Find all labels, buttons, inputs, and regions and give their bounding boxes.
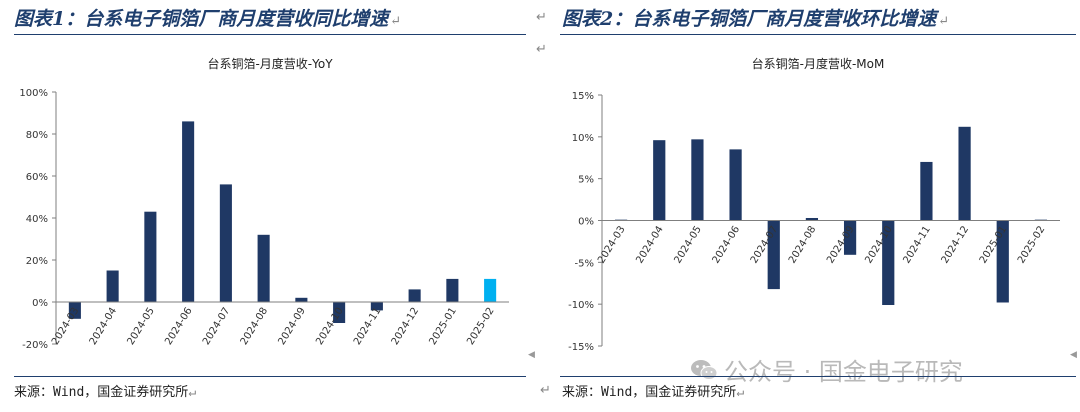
return-mark: ↵ bbox=[188, 385, 197, 400]
figure1-title-text: 图表1：台系电子铜箔厂商月度营收同比增速 bbox=[14, 8, 389, 30]
x-tick-label: 2024-04 bbox=[634, 224, 665, 265]
bar bbox=[729, 149, 742, 221]
bar bbox=[370, 302, 383, 311]
x-tick-label: 2024-07 bbox=[201, 306, 232, 347]
return-mark: ↵ bbox=[390, 14, 402, 29]
bar bbox=[257, 234, 270, 302]
bar bbox=[767, 220, 780, 290]
bar bbox=[882, 220, 895, 306]
y-tick-label: 20% bbox=[26, 256, 48, 267]
return-mark: ↵ bbox=[540, 383, 551, 398]
x-tick-label: 2024-05 bbox=[125, 306, 156, 347]
bar bbox=[295, 297, 308, 302]
chart-title: 台系铜箔-月度营收-MoM bbox=[752, 56, 885, 71]
bar bbox=[996, 220, 1009, 303]
bar bbox=[144, 211, 157, 302]
figure1-top-rule bbox=[14, 34, 526, 35]
figure2-bottom-rule bbox=[560, 376, 1076, 377]
bar bbox=[958, 126, 971, 221]
x-tick-label: 2024-10 bbox=[314, 306, 345, 347]
bar bbox=[68, 302, 81, 319]
figure2-title: 图表2：台系电子铜箔厂商月度营收环比增速 ↵ bbox=[562, 4, 949, 31]
y-tick-label: 15% bbox=[572, 91, 594, 102]
bar bbox=[106, 270, 119, 302]
y-tick-label: -5% bbox=[575, 258, 594, 269]
watermark-text: 公众号 · 国金电子研究 bbox=[724, 358, 963, 386]
bar bbox=[219, 184, 232, 302]
wechat-icon bbox=[691, 359, 718, 380]
figure1-source-text: 来源：Wind，国金证券研究所 bbox=[14, 385, 189, 400]
bar bbox=[653, 140, 666, 221]
y-tick-label: 60% bbox=[26, 172, 48, 183]
x-tick-label: 2024-05 bbox=[672, 224, 703, 265]
x-tick-label: 2024-03 bbox=[50, 306, 81, 347]
collapse-arrow-icon: ◀ bbox=[1070, 350, 1077, 360]
bar bbox=[691, 139, 704, 221]
bar bbox=[446, 278, 459, 302]
chart-yoy: 台系铜箔-月度营收-YoY 100% 80% 60% 40% 20% 0% -20% 2024-… bbox=[14, 40, 526, 374]
x-tick-label: 2024-09 bbox=[276, 306, 307, 347]
figure2-title-text: 图表2：台系电子铜箔厂商月度营收环比增速 bbox=[562, 8, 937, 30]
chart-title: 台系铜箔-月度营收-YoY bbox=[207, 56, 333, 71]
figure2-source: 来源：Wind，国金证券研究所↵ bbox=[562, 381, 744, 400]
x-tick-label: 2025-01 bbox=[427, 306, 458, 347]
x-tick-label: 2024-06 bbox=[711, 224, 742, 265]
figure2-top-rule bbox=[560, 34, 1076, 35]
x-tick-label: 2025-02 bbox=[1016, 224, 1047, 265]
x-tick-label: 2025-02 bbox=[465, 306, 496, 347]
x-tick-label: 2024-06 bbox=[163, 306, 194, 347]
watermark: 公众号 · 国金电子研究 bbox=[690, 352, 963, 387]
y-tick-label: 40% bbox=[26, 214, 48, 225]
chart-mom-svg: 台系铜箔-月度营收-MoM 15% 10% 5% 0% -5% -10% -15% 2024-0… bbox=[568, 56, 1060, 353]
y-tick-label: 100% bbox=[19, 88, 48, 99]
y-tick-label: 0% bbox=[32, 298, 48, 309]
y-tick-label: -10% bbox=[568, 300, 594, 311]
x-tick-label: 2024-04 bbox=[88, 306, 119, 347]
return-mark: ↵ bbox=[736, 385, 745, 400]
y-tick-label: 0% bbox=[578, 217, 594, 228]
y-tick-label: 5% bbox=[578, 175, 594, 186]
y-tick-label: -15% bbox=[568, 342, 594, 353]
x-tick-label: 2024-03 bbox=[596, 224, 627, 265]
bar bbox=[408, 289, 421, 302]
figure1-source: 来源：Wind，国金证券研究所↵ bbox=[14, 381, 196, 400]
bar bbox=[843, 220, 857, 255]
bar bbox=[484, 278, 497, 302]
x-tick-label: 2024-12 bbox=[940, 224, 971, 265]
collapse-arrow-icon: ◀ bbox=[528, 350, 535, 360]
return-mark: ↵ bbox=[536, 42, 547, 57]
x-tick-label: 2024-12 bbox=[390, 306, 421, 347]
y-tick-label: -20% bbox=[22, 340, 48, 351]
x-tick-label: 2024-11 bbox=[352, 306, 383, 347]
return-mark: ↵ bbox=[536, 10, 547, 25]
bar bbox=[182, 121, 195, 303]
x-tick-label: 2024-08 bbox=[239, 306, 270, 347]
x-tick-label: 2024-11 bbox=[901, 224, 932, 265]
y-tick-label: 80% bbox=[26, 130, 48, 141]
figure2-source-text: 来源：Wind，国金证券研究所 bbox=[562, 385, 737, 400]
chart-mom: 台系铜箔-月度营收-MoM 15% 10% 5% 0% -5% -10% -15% 2024-0… bbox=[560, 40, 1076, 374]
bar bbox=[333, 302, 346, 323]
x-tick-label: 2024-08 bbox=[787, 224, 818, 265]
figure1-title: 图表1：台系电子铜箔厂商月度营收同比增速 ↵ bbox=[14, 4, 401, 31]
y-tick-label: 10% bbox=[572, 133, 594, 144]
bar bbox=[805, 217, 819, 221]
bar bbox=[920, 161, 933, 221]
figure1-bottom-rule bbox=[14, 376, 526, 377]
return-mark: ↵ bbox=[938, 14, 950, 29]
